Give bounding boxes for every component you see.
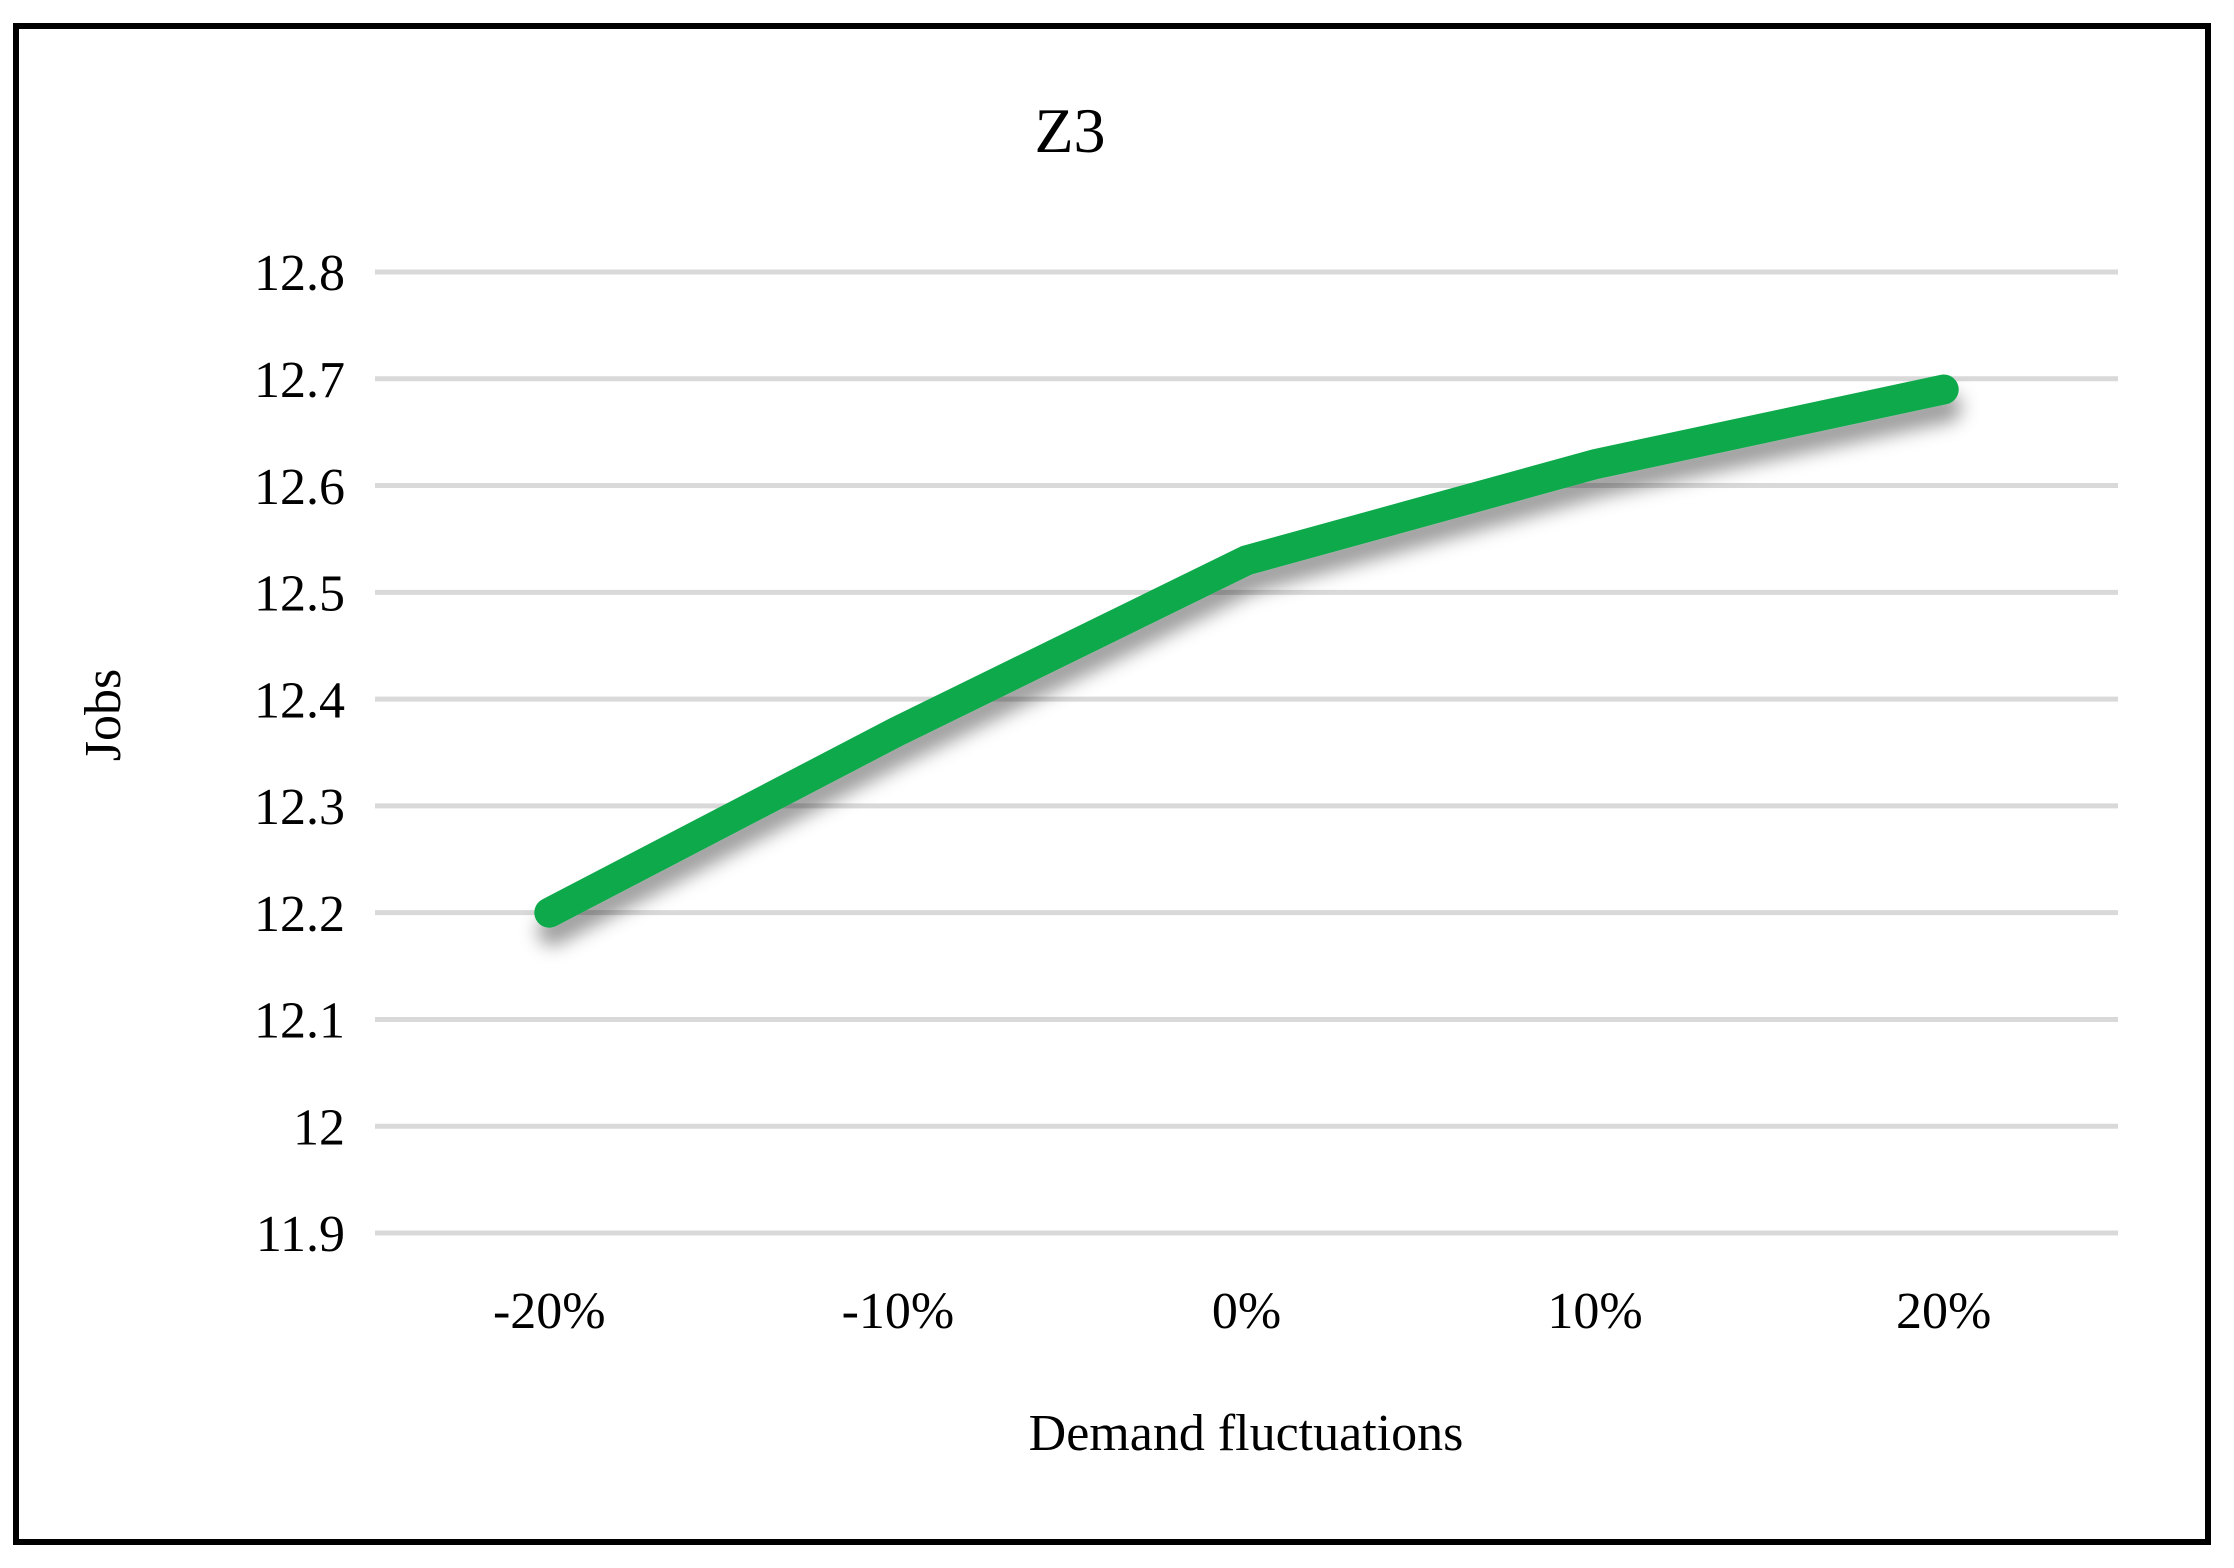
y-tick-label: 12.8 bbox=[254, 245, 345, 302]
y-tick-label: 12.3 bbox=[254, 779, 345, 836]
x-tick-label: 0% bbox=[1212, 1283, 1281, 1340]
y-tick-label: 12.2 bbox=[254, 886, 345, 943]
y-tick-label: 12.5 bbox=[254, 566, 345, 623]
x-tick-label: 10% bbox=[1547, 1283, 1642, 1340]
x-axis-title: Demand fluctuations bbox=[1029, 1405, 1464, 1462]
y-tick-label: 12.7 bbox=[254, 352, 345, 409]
gridlines bbox=[375, 269, 2118, 1236]
y-tick-label: 12.6 bbox=[254, 459, 345, 516]
x-tick-label: 20% bbox=[1896, 1283, 1991, 1340]
x-tick-label: -10% bbox=[842, 1283, 955, 1340]
y-axis-title: Jobs bbox=[75, 669, 132, 761]
y-tick-label: 12.1 bbox=[254, 993, 345, 1050]
y-tick-label: 12.4 bbox=[254, 672, 345, 729]
x-tick-label: -20% bbox=[493, 1283, 606, 1340]
chart-title: Z3 bbox=[1034, 95, 1105, 166]
y-tick-label: 12 bbox=[293, 1099, 345, 1156]
series-lines bbox=[534, 374, 1959, 928]
series-line-z3 bbox=[534, 374, 1959, 928]
y-tick-label: 11.9 bbox=[256, 1206, 345, 1263]
x-axis-tick-labels: -20% -10% 0% 10% 20% bbox=[493, 1283, 1991, 1340]
y-axis-tick-labels: 11.9 12 12.1 12.2 12.3 12.4 12.5 12.6 12.7 12.8 bbox=[254, 245, 345, 1263]
figure-border bbox=[13, 23, 2211, 1545]
